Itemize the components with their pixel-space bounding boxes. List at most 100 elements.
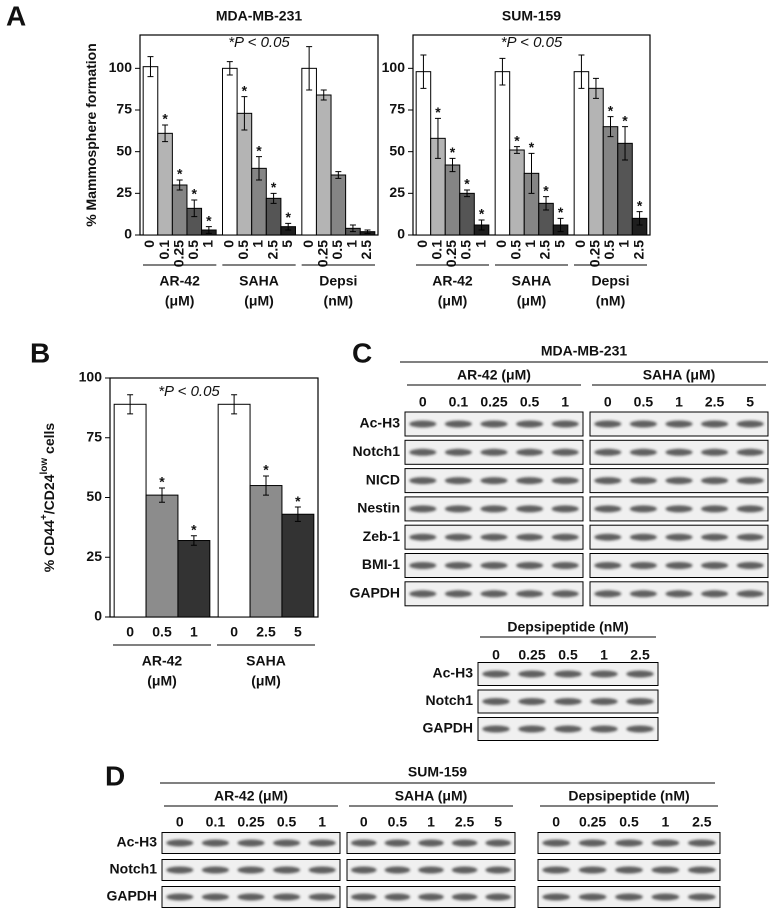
lane-label: 2.5 — [705, 394, 725, 410]
significance-mark: * — [271, 179, 277, 195]
blot-band — [409, 477, 437, 485]
lane-label: 0.25 — [237, 814, 264, 830]
blot-band — [626, 698, 654, 705]
blot-band — [578, 839, 607, 847]
error-bar — [241, 96, 248, 131]
x-tick-label: 1 — [616, 240, 632, 248]
bar — [249, 485, 283, 618]
blot-band — [480, 533, 508, 541]
blot-band — [444, 590, 472, 598]
blot-title: SUM-159 — [408, 764, 467, 780]
blot-band — [626, 670, 654, 678]
error-bar — [528, 152, 535, 194]
lane-label: 5 — [746, 394, 754, 410]
blot-band — [701, 477, 729, 485]
significance-mark: * — [242, 82, 248, 98]
blot-band — [451, 893, 478, 901]
blot-band — [551, 420, 579, 428]
bar — [301, 67, 317, 236]
blot-band — [409, 420, 437, 428]
x-tick-label: 5 — [279, 240, 295, 248]
blot-band — [578, 866, 607, 874]
blot-band — [384, 866, 411, 874]
x-tick-label: 0 — [572, 240, 588, 248]
lane-label: 0 — [552, 814, 560, 830]
blot-band — [351, 893, 377, 901]
significance-mark: * — [191, 521, 197, 537]
panel-label: C — [352, 337, 372, 368]
lane-label: 1 — [662, 814, 670, 830]
row-label: Ac-H3 — [117, 834, 158, 850]
blot-band — [444, 505, 472, 513]
blot-band — [516, 590, 544, 598]
blot-band — [578, 893, 607, 901]
row-label: Notch1 — [353, 443, 401, 459]
y-tick-label: 75 — [86, 428, 102, 444]
blot-band — [518, 698, 546, 705]
lane-label: 0.5 — [277, 814, 297, 830]
y-axis-label-part: + — [39, 514, 50, 520]
lane-label: 0.25 — [518, 647, 545, 663]
bar — [588, 87, 604, 236]
x-tick-label: 0.5 — [601, 240, 617, 260]
blot-band — [516, 505, 544, 513]
blot-band — [551, 448, 579, 456]
x-tick-label: 1 — [344, 240, 360, 248]
y-axis-label-part: % Mammosphere formation — [83, 43, 99, 227]
significance-mark: * — [558, 204, 564, 220]
blot-band — [201, 839, 229, 847]
blot-band — [542, 839, 571, 847]
error-bar — [226, 61, 233, 76]
error-bar — [335, 171, 342, 179]
blot-band — [516, 448, 544, 456]
significance-mark: * — [162, 111, 168, 127]
y-tick-label: 0 — [124, 226, 132, 242]
lane-label: 0.5 — [558, 647, 578, 663]
blot-band — [480, 562, 508, 569]
panel-label: D — [105, 760, 125, 791]
lane-label: 1 — [600, 647, 608, 663]
lane-label: 5 — [494, 814, 502, 830]
blot-band — [629, 562, 657, 569]
blot-band — [409, 448, 437, 456]
lane-label: 0.25 — [579, 814, 606, 830]
x-tick-label: 1 — [522, 240, 538, 248]
blot-band — [594, 533, 622, 541]
bar — [573, 71, 590, 236]
lane-label: 0 — [604, 394, 612, 410]
significance-mark: * — [529, 139, 535, 155]
error-bar — [191, 199, 198, 218]
significance-mark: * — [622, 112, 628, 128]
blot-band — [308, 866, 336, 874]
y-axis-label: % CD44+/CD24low cells — [39, 423, 57, 573]
lane-label: 0.5 — [520, 394, 540, 410]
y-tick-label: 50 — [116, 142, 132, 158]
group-unit: (μM) — [251, 673, 281, 689]
error-bar — [622, 126, 629, 161]
error-bar — [231, 394, 238, 415]
bar — [444, 164, 461, 236]
blot-band — [273, 866, 301, 874]
lane-label: 0.5 — [634, 394, 654, 410]
blot-band — [665, 448, 693, 456]
blot-band — [418, 893, 444, 901]
blot-band — [237, 839, 265, 847]
lane-label: 1 — [675, 394, 683, 410]
y-tick-label: 100 — [79, 369, 103, 385]
blot-band — [665, 590, 693, 598]
chart-title: MDA-MB-231 — [216, 8, 303, 24]
significance-mark: * — [192, 186, 198, 202]
group-label: AR-42 — [142, 653, 183, 669]
blot-band — [480, 505, 508, 513]
x-tick-label: 5 — [551, 240, 567, 248]
blot-band — [594, 590, 622, 598]
blot-band — [308, 893, 336, 901]
group-label: Depsipeptide (nM) — [568, 788, 689, 804]
error-bar — [543, 196, 550, 211]
blot-band — [687, 893, 716, 901]
error-bar — [256, 156, 262, 181]
error-bar — [557, 217, 564, 233]
x-tick-label: 2.5 — [630, 240, 646, 260]
bar — [459, 192, 475, 236]
blot-band — [629, 533, 657, 541]
